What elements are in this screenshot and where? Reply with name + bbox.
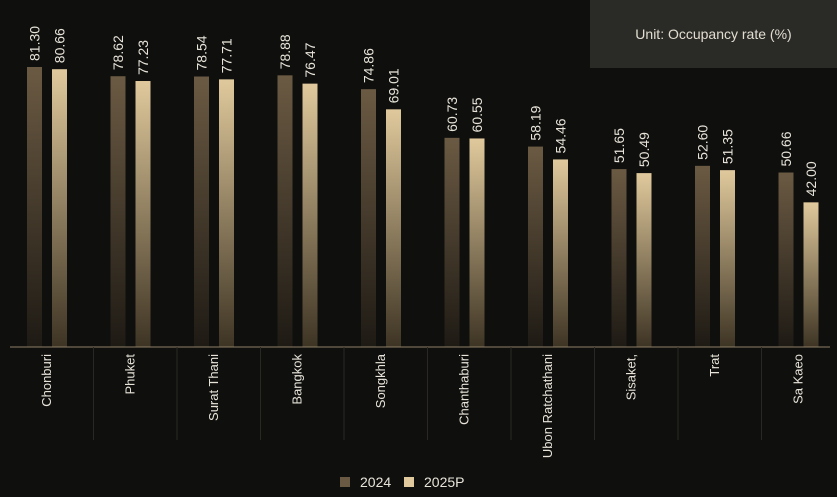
- value-label-2024-0: 81.30: [27, 26, 43, 61]
- value-label-2024-8: 52.60: [695, 125, 711, 160]
- value-label-2024-6: 58.19: [528, 105, 544, 140]
- value-label-2025P-6: 54.46: [553, 118, 569, 153]
- bar-2025P-5: [469, 138, 485, 347]
- value-label-2025P-2: 77.71: [219, 38, 235, 73]
- category-label-5: Chanthaburi: [457, 354, 472, 425]
- bar-2025P-1: [135, 81, 151, 348]
- bars-group: [27, 67, 819, 348]
- bar-2025P-4: [386, 109, 401, 348]
- bar-2024-7: [611, 169, 627, 347]
- category-label-9: Sa Kaeo: [791, 354, 806, 404]
- value-label-2024-5: 60.73: [444, 97, 460, 132]
- bar-2025P-7: [636, 173, 652, 347]
- bar-2024-9: [778, 172, 794, 347]
- legend: 2024 2025P: [340, 474, 464, 490]
- legend-label-2025P: 2025P: [424, 474, 464, 490]
- category-separators: [93, 347, 762, 440]
- bar-2024-4: [361, 89, 376, 348]
- value-label-2025P-9: 42.00: [803, 161, 819, 196]
- bar-2025P-3: [302, 83, 318, 347]
- value-labels: 81.30 80.66 78.62 77.23 78.54 77.71 78.88 76.47…: [27, 26, 820, 197]
- category-label-4: Songkhla: [373, 353, 388, 408]
- bar-2025P-8: [720, 170, 735, 347]
- category-label-6: Ubon Ratchathani: [540, 354, 555, 458]
- bar-2024-0: [27, 67, 42, 347]
- value-label-2024-1: 78.62: [110, 35, 126, 70]
- bar-2025P-2: [219, 79, 234, 348]
- value-label-2024-2: 78.54: [194, 35, 210, 70]
- category-label-8: Trat: [707, 354, 722, 377]
- value-label-2025P-0: 80.66: [52, 28, 68, 63]
- value-label-2024-4: 74.86: [361, 48, 377, 83]
- legend-swatch-2024: [340, 477, 350, 487]
- bar-2024-5: [444, 137, 460, 347]
- bar-2025P-9: [803, 202, 819, 347]
- value-label-2025P-8: 51.35: [720, 129, 736, 164]
- bar-2024-3: [277, 75, 293, 347]
- legend-label-2024: 2024: [360, 474, 391, 490]
- value-label-2025P-7: 50.49: [636, 132, 652, 167]
- category-label-2: Surat Thani: [206, 354, 221, 421]
- value-label-2024-3: 78.88: [277, 34, 293, 69]
- value-label-2025P-1: 77.23: [135, 40, 151, 75]
- category-labels: Chonburi Phuket Surat Thani Bangkok Songkhla…: [39, 353, 806, 458]
- value-label-2025P-4: 69.01: [386, 68, 402, 103]
- bar-2024-8: [695, 165, 710, 347]
- unit-label: Unit: Occupancy rate (%): [590, 0, 837, 68]
- category-label-1: Phuket: [123, 354, 138, 395]
- value-label-2024-9: 50.66: [778, 131, 794, 166]
- bar-2024-1: [110, 76, 126, 347]
- value-label-2025P-5: 60.55: [469, 97, 485, 132]
- value-label-2025P-3: 76.47: [302, 42, 318, 77]
- category-label-0: Chonburi: [39, 354, 54, 407]
- category-label-7: Sisaket,: [624, 354, 639, 400]
- bar-2024-6: [528, 146, 543, 347]
- category-label-3: Bangkok: [290, 354, 305, 405]
- value-label-2024-7: 51.65: [611, 128, 627, 163]
- legend-swatch-2025P: [404, 477, 414, 487]
- bar-2025P-0: [52, 69, 67, 347]
- bar-2025P-6: [553, 159, 568, 347]
- bar-2024-2: [194, 76, 209, 348]
